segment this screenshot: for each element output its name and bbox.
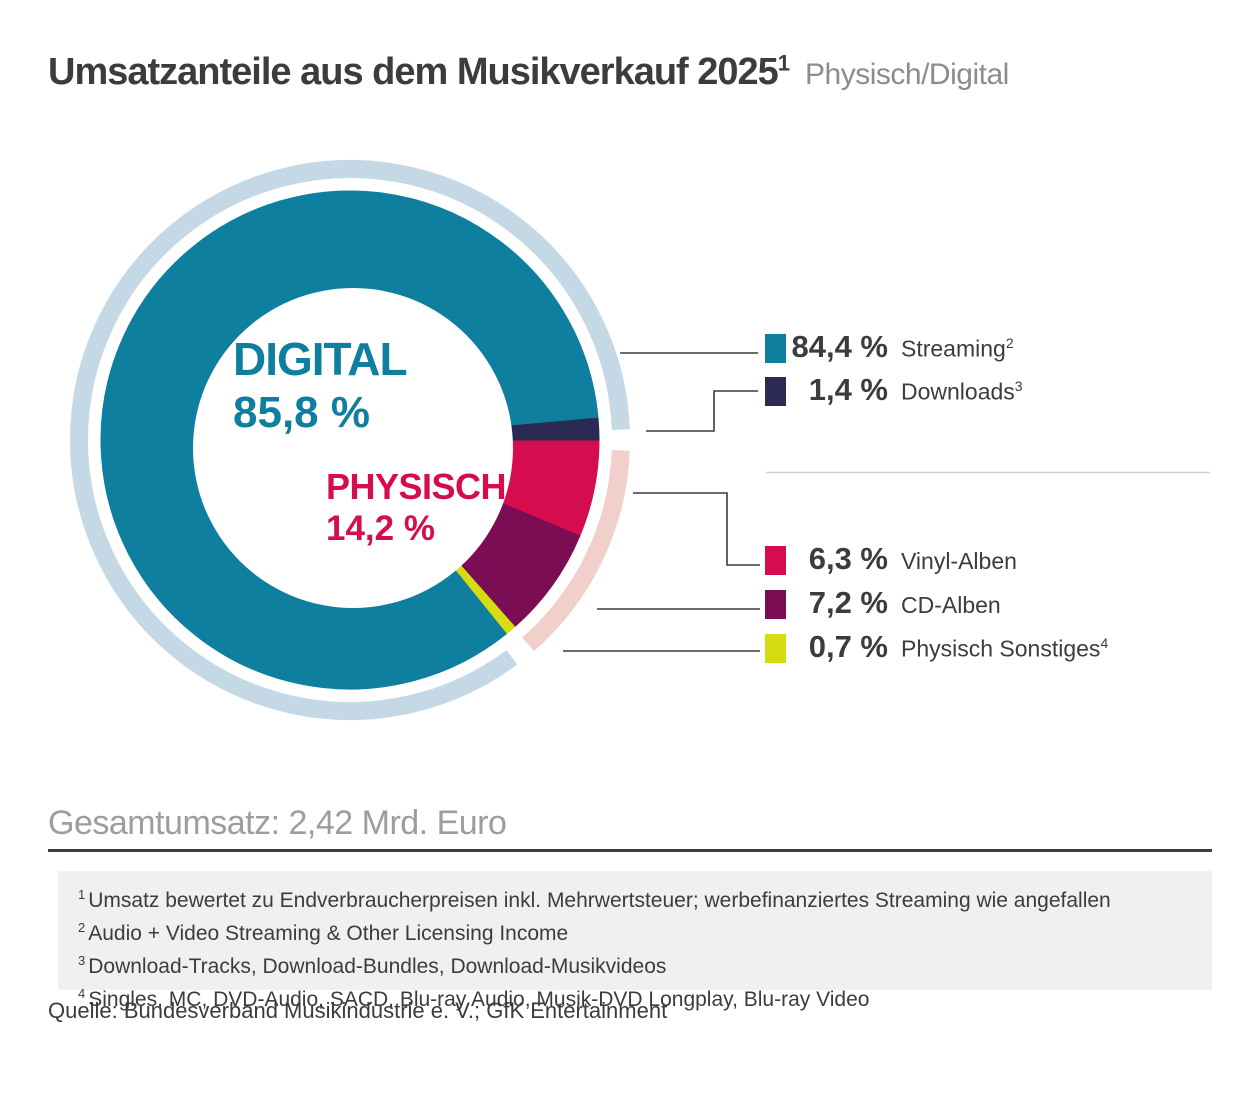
source-attribution: Quelle: Bundesverband Musikindustrie e. … — [48, 998, 668, 1023]
vinyl-swatch — [765, 546, 786, 575]
page-title: Umsatzanteile aus dem Musikverkauf 20251 — [48, 50, 790, 93]
page-title-text: Umsatzanteile aus dem Musikverkauf 2025 — [48, 50, 779, 93]
title-footnote-mark: 1 — [777, 50, 790, 75]
footnote-3: 3 Download-Tracks, Download-Bundles, Down… — [78, 947, 1192, 980]
donut-inner-hole — [193, 288, 513, 608]
digital-group-value: 85,8 % — [233, 388, 370, 437]
streaming-value: 84,4 % — [791, 329, 888, 364]
legend-row-vinyl: 6,3 % Vinyl-Alben — [765, 540, 1017, 577]
group-outer-arcs — [70, 160, 630, 720]
footnote-1: 1 Umsatz bewertet zu Endverbraucherpreise… — [78, 881, 1192, 914]
outer-arc-digital — [70, 160, 630, 720]
footnote-4-text: Singles, MC, DVD-Audio, SACD, Blu-ray Au… — [88, 988, 870, 1011]
cd-value: 7,2 % — [808, 585, 888, 620]
streaming-footnote-mark: 2 — [1005, 335, 1014, 352]
donut-chart — [70, 160, 1210, 720]
footnote-1-mark: 1 — [78, 887, 86, 902]
vinyl-value: 6,3 % — [808, 541, 888, 576]
footnote-4: 4 Singles, MC, DVD-Audio, SACD, Blu-ray A… — [78, 980, 1192, 1013]
digital-group-label: DIGITAL — [233, 333, 408, 385]
sonstiges-swatch — [765, 634, 786, 663]
footnotes-box: 1 Umsatz bewertet zu Endverbraucherpreise… — [58, 871, 1212, 1011]
downloads-footnote-mark: 3 — [1014, 378, 1023, 395]
downloads-label-text: Downloads — [901, 379, 1015, 405]
connector-downloads — [646, 390, 758, 432]
cd-label-text: CD-Alben — [901, 592, 1001, 618]
downloads-value: 1,4 % — [808, 372, 888, 407]
outer-arc-physisch — [522, 450, 630, 652]
downloads-swatch — [765, 377, 786, 406]
vinyl-label-text: Vinyl-Alben — [901, 548, 1017, 574]
footnote-3-mark: 3 — [78, 953, 86, 968]
sonstiges-footnote-mark: 4 — [1100, 635, 1109, 652]
sonstiges-label-text: Physisch Sonstiges — [901, 636, 1101, 662]
physisch-group-label: PHYSISCH — [326, 466, 507, 507]
horizontal-rule — [48, 849, 1212, 852]
legend-row-streaming: 84,4 % Streaming2 — [765, 328, 1014, 365]
physisch-group-value: 14,2 % — [326, 509, 435, 548]
footnote-1-text: Umsatz bewertet zu Endverbraucherpreisen… — [88, 889, 1111, 912]
legend-row-downloads: 1,4 % Downloads3 — [765, 371, 1023, 408]
downloads-label: Downloads3 — [901, 378, 1023, 406]
streaming-swatch — [765, 334, 786, 363]
sonstiges-label: Physisch Sonstiges4 — [901, 635, 1108, 663]
vinyl-label: Vinyl-Alben — [901, 548, 1017, 575]
footnote-2-text: Audio + Video Streaming & Other Licensin… — [88, 922, 569, 945]
streaming-label-text: Streaming — [901, 336, 1006, 362]
connector-vinyl — [633, 492, 760, 566]
legend-row-sonstiges: 0,7 % Physisch Sonstiges4 — [765, 628, 1108, 665]
footnote-2: 2 Audio + Video Streaming & Other Licensi… — [78, 914, 1192, 947]
footnote-4-mark: 4 — [78, 986, 86, 1001]
streaming-label: Streaming2 — [901, 335, 1014, 363]
header: Umsatzanteile aus dem Musikverkauf 20251… — [48, 50, 1009, 94]
cd-swatch — [765, 590, 786, 619]
page-subtitle: Physisch/Digital — [805, 57, 1009, 91]
cd-label: CD-Alben — [901, 592, 1001, 619]
legend-row-cd: 7,2 % CD-Alben — [765, 584, 1001, 621]
total-revenue-label: Gesamtumsatz: 2,42 Mrd. Euro — [48, 804, 507, 842]
connector-lines — [563, 352, 760, 652]
sonstiges-value: 0,7 % — [808, 629, 888, 664]
footnote-3-text: Download-Tracks, Download-Bundles, Downl… — [88, 955, 667, 978]
footnote-2-mark: 2 — [78, 920, 86, 935]
